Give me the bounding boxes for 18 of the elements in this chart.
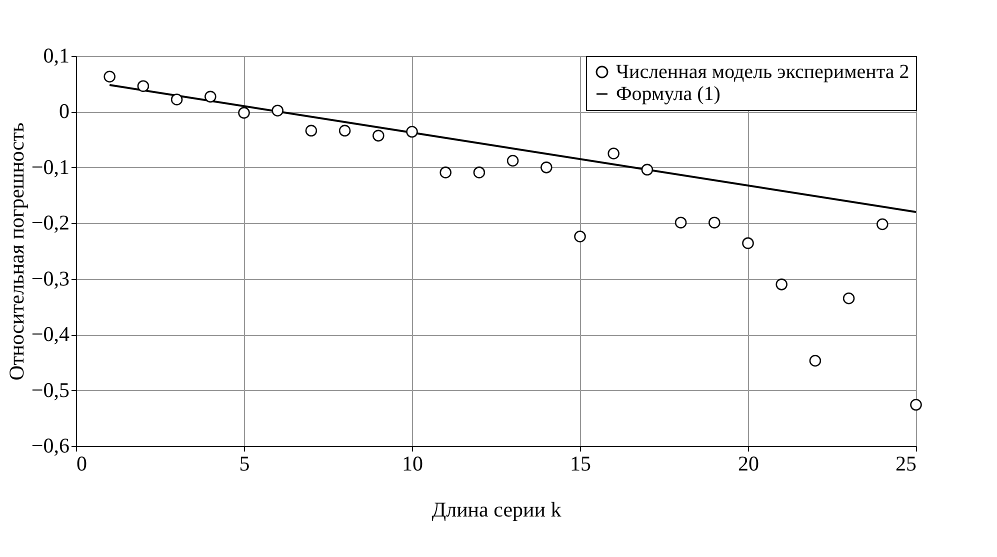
x-tick-label: 0	[76, 452, 87, 476]
x-tick-label: 15	[570, 452, 591, 476]
x-tick-label: 25	[896, 452, 916, 476]
y-tick-label: −0,5	[31, 378, 70, 402]
x-tick-label: 20	[738, 452, 759, 476]
y-tick-label: −0,2	[31, 210, 70, 235]
x-tick-label: 10	[402, 452, 423, 476]
legend-label: Численная модель эксперимента 2	[616, 61, 910, 83]
y-axis-title: Относительная погрешность	[4, 122, 28, 380]
y-tick-label: 0	[59, 99, 70, 124]
y-tick-label: −0,1	[31, 154, 70, 179]
x-axis-title: Длина серии k	[432, 498, 562, 522]
x-tick-label: 5	[239, 452, 250, 476]
y-tick-label: −0,3	[31, 266, 70, 290]
legend-label: Формула (1)	[616, 83, 720, 105]
y-tick-label: 0,1	[43, 44, 70, 68]
y-tick-label: −0,6	[31, 434, 70, 458]
y-tick-label: −0,4	[31, 322, 70, 346]
